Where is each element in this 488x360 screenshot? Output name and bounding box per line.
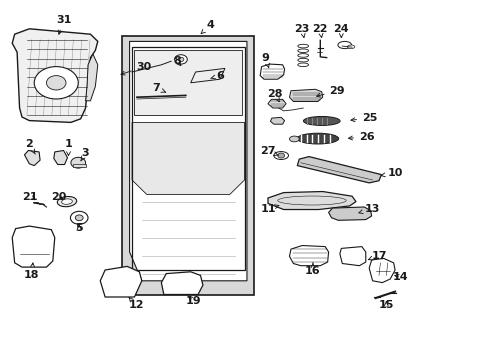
Text: 5: 5 xyxy=(75,222,83,233)
Polygon shape xyxy=(85,54,98,101)
Circle shape xyxy=(75,215,83,221)
Bar xyxy=(132,47,244,270)
Text: 16: 16 xyxy=(305,263,320,276)
Polygon shape xyxy=(260,64,284,79)
Polygon shape xyxy=(54,150,67,165)
Polygon shape xyxy=(12,29,98,122)
Polygon shape xyxy=(328,207,371,220)
Polygon shape xyxy=(190,68,224,83)
Polygon shape xyxy=(161,272,203,294)
Polygon shape xyxy=(132,122,244,194)
Polygon shape xyxy=(12,226,55,267)
Ellipse shape xyxy=(337,41,351,49)
Text: 24: 24 xyxy=(333,24,348,37)
Text: 27: 27 xyxy=(260,146,278,156)
Text: 19: 19 xyxy=(185,296,201,306)
Text: 2: 2 xyxy=(25,139,35,154)
Polygon shape xyxy=(100,266,142,297)
Text: 7: 7 xyxy=(152,83,165,93)
Circle shape xyxy=(34,67,78,99)
Circle shape xyxy=(174,55,187,64)
Circle shape xyxy=(46,76,66,90)
Text: 8: 8 xyxy=(173,56,181,66)
Bar xyxy=(122,36,254,295)
Polygon shape xyxy=(339,247,365,266)
Ellipse shape xyxy=(273,152,288,159)
Polygon shape xyxy=(270,117,284,124)
Circle shape xyxy=(277,153,284,158)
Polygon shape xyxy=(24,150,40,166)
Text: 18: 18 xyxy=(24,263,40,280)
Ellipse shape xyxy=(297,133,338,144)
Text: 29: 29 xyxy=(316,86,345,97)
Text: 17: 17 xyxy=(367,251,386,261)
Bar xyxy=(134,50,242,115)
Polygon shape xyxy=(368,258,394,283)
Text: 13: 13 xyxy=(358,204,380,214)
Ellipse shape xyxy=(346,45,354,49)
Ellipse shape xyxy=(57,197,77,207)
Text: 30: 30 xyxy=(121,62,152,75)
Ellipse shape xyxy=(303,116,340,125)
Text: 25: 25 xyxy=(350,113,377,123)
Text: 20: 20 xyxy=(51,192,66,202)
Text: 15: 15 xyxy=(378,300,393,310)
Polygon shape xyxy=(267,99,285,108)
Text: 21: 21 xyxy=(22,192,38,202)
Circle shape xyxy=(178,57,183,62)
Text: 4: 4 xyxy=(201,20,214,33)
Text: 23: 23 xyxy=(294,24,309,37)
Text: 28: 28 xyxy=(266,89,282,102)
Ellipse shape xyxy=(61,199,72,204)
Text: 1: 1 xyxy=(64,139,72,156)
Polygon shape xyxy=(129,41,246,281)
Text: 31: 31 xyxy=(56,15,71,34)
Polygon shape xyxy=(289,89,322,102)
Circle shape xyxy=(71,157,85,168)
Bar xyxy=(73,164,85,167)
Polygon shape xyxy=(267,192,355,210)
Text: 6: 6 xyxy=(210,71,224,81)
Text: 3: 3 xyxy=(81,148,89,161)
Polygon shape xyxy=(289,246,328,266)
Text: 11: 11 xyxy=(260,204,278,214)
Text: 22: 22 xyxy=(312,24,327,37)
Text: 10: 10 xyxy=(381,168,402,178)
Text: 12: 12 xyxy=(128,297,143,310)
Text: 14: 14 xyxy=(392,272,408,282)
Polygon shape xyxy=(297,157,381,183)
Text: 9: 9 xyxy=(261,53,269,68)
Text: 26: 26 xyxy=(348,132,374,142)
Ellipse shape xyxy=(289,136,299,142)
Circle shape xyxy=(70,211,88,224)
